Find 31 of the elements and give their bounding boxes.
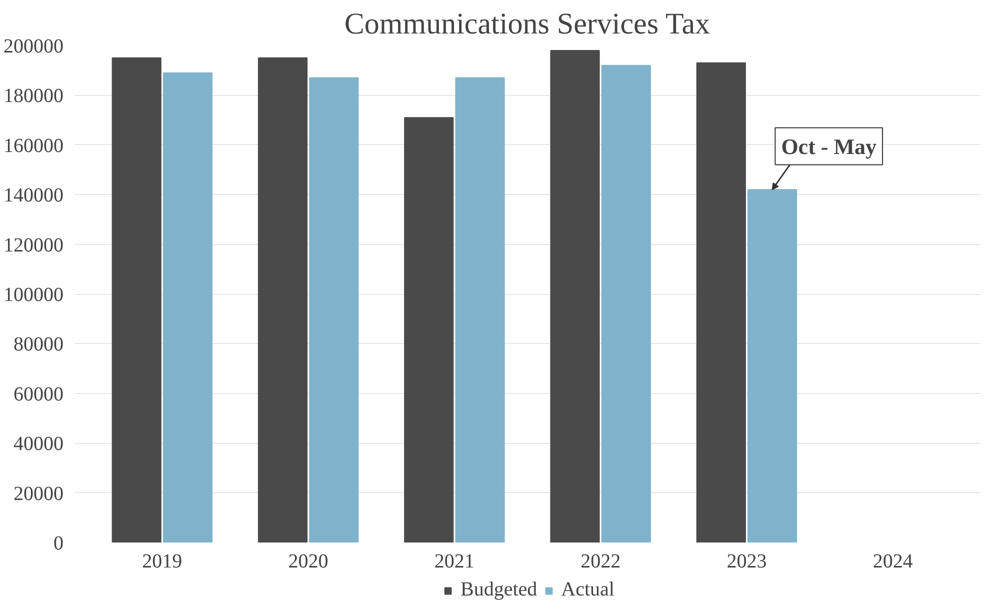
legend-label: Actual: [561, 578, 614, 602]
x-tick-label: 2023: [726, 550, 767, 572]
bar: [309, 77, 359, 542]
bar: [162, 72, 213, 542]
y-tick-label: 120000: [4, 234, 64, 256]
bar: [601, 64, 651, 542]
x-tick-label: 2020: [288, 550, 328, 572]
legend-label: Budgeted: [460, 578, 538, 602]
bar: [258, 57, 308, 542]
bar: [747, 189, 798, 542]
y-tick-label: 20000: [14, 482, 64, 505]
y-tick-label: 80000: [14, 334, 64, 356]
chart-title: Communications Services Tax: [344, 8, 710, 40]
x-tick-label: 2019: [142, 550, 182, 572]
y-tick-label: 0: [54, 532, 64, 554]
x-tick-label: 2024: [872, 550, 913, 572]
bar: [696, 62, 746, 542]
bar: [455, 77, 505, 542]
x-tick-label: 2021: [434, 550, 474, 572]
y-tick-label: 100000: [4, 284, 64, 306]
bar: [550, 50, 600, 542]
y-tick-label: 140000: [4, 184, 64, 207]
bar: [404, 117, 454, 542]
y-tick-label: 160000: [4, 134, 64, 157]
x-tick-label: 2022: [580, 550, 621, 572]
bar: [112, 57, 162, 542]
annotation: Oct - May: [781, 134, 876, 159]
y-tick-label: 200000: [4, 36, 64, 58]
y-tick-label: 40000: [14, 433, 64, 456]
y-tick-label: 180000: [4, 85, 64, 108]
y-tick-label: 60000: [14, 383, 64, 406]
